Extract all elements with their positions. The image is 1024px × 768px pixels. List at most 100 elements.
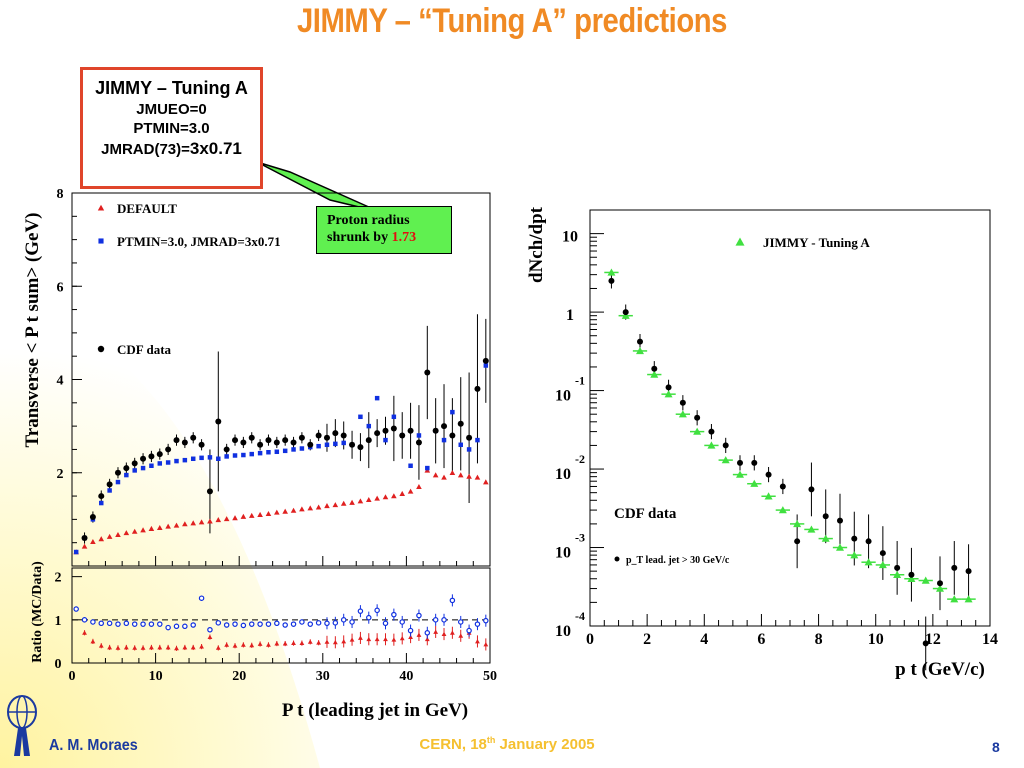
data-point (864, 558, 873, 566)
y-tick-exponent: -3 (575, 531, 585, 545)
ratio-point (240, 622, 247, 629)
ratio-point (407, 627, 414, 634)
tuning-box-title: JIMMY – Tuning A (95, 78, 248, 98)
data-point (482, 357, 489, 364)
right-ylabel: dNch/dpt (526, 206, 547, 283)
ratio-point (165, 645, 171, 650)
data-point (822, 513, 829, 520)
y-tick-label: 4 (57, 374, 64, 389)
data-point (206, 488, 213, 495)
x-tick-label: 10 (868, 631, 884, 648)
data-point (165, 446, 172, 453)
data-point (266, 449, 271, 455)
x-tick-label: 40 (399, 669, 413, 684)
data-point (851, 535, 858, 542)
data-point (298, 434, 305, 441)
left-bottom-ylabel: Ratio (MC/Data) (30, 561, 45, 663)
data-point (299, 446, 305, 451)
y-tick-label: 1 (566, 307, 574, 324)
data-point (457, 420, 464, 427)
data-point (390, 425, 397, 432)
data-point (483, 363, 489, 368)
data-point (140, 465, 146, 471)
data-point (316, 443, 321, 449)
legend-marker (735, 237, 745, 246)
ratio-point (257, 621, 263, 627)
ratio-point (240, 642, 246, 647)
data-point (399, 432, 406, 439)
ratio-point (466, 627, 472, 634)
footer-venue-text: CERN, 18 (419, 736, 487, 753)
data-point (764, 492, 773, 500)
data-point (165, 460, 171, 465)
annotation-cdf: CDF data (614, 506, 677, 522)
ratio-point (248, 621, 255, 627)
data-point (324, 503, 330, 509)
x-tick-label: 20 (232, 669, 246, 684)
y-tick-exponent: -1 (575, 374, 585, 388)
data-point (224, 454, 229, 459)
data-point (341, 440, 346, 446)
annotation-cut: p_T lead. jet > 30 GeV/c (626, 555, 730, 566)
data-point (156, 524, 163, 531)
data-point (836, 543, 844, 551)
data-point (374, 430, 381, 437)
ratio-point (198, 595, 205, 601)
y-tick-label: 6 (57, 280, 64, 295)
left-xlabel: P t (leading jet in GeV) (282, 700, 468, 721)
y-tick-exponent: -2 (575, 452, 585, 466)
data-point (779, 483, 786, 490)
callout-arrow (256, 161, 381, 213)
y-tick-label: 10 (555, 623, 571, 640)
data-point (349, 441, 356, 448)
data-point (324, 442, 330, 448)
legend-marker (98, 238, 104, 244)
ratio-point (324, 639, 330, 644)
data-point (850, 551, 859, 559)
ratio-point (366, 614, 372, 621)
data-point (751, 459, 758, 466)
ratio-point (98, 620, 105, 627)
data-point (382, 494, 389, 500)
data-point (340, 432, 347, 439)
data-point (98, 536, 105, 542)
ratio-point (299, 619, 305, 625)
data-point (274, 509, 280, 515)
tuning-box-line1: JMUEO=0 (136, 101, 207, 118)
legend-label: DEFAULT (117, 201, 177, 216)
ratio-point (215, 645, 221, 650)
data-point (106, 481, 113, 488)
y-tick-label: 0 (55, 657, 62, 672)
data-point (483, 479, 489, 485)
data-point (894, 564, 901, 571)
data-point (340, 500, 347, 506)
ratio-point (483, 617, 489, 624)
data-point (157, 461, 163, 466)
data-point (750, 479, 759, 487)
data-point (441, 423, 448, 430)
ratio-point (399, 635, 405, 641)
ratio-point (131, 621, 138, 627)
ratio-point (266, 642, 271, 647)
axis-labels: Transverse < P t sum> (GeV) Ratio (MC/Dat… (22, 206, 985, 721)
data-point (182, 521, 188, 527)
data-point (257, 450, 263, 456)
footer-venue: CERN, 18th January 2005 (372, 735, 642, 753)
data-point (636, 346, 644, 355)
data-point (965, 568, 972, 575)
data-point (893, 570, 902, 578)
ratio-point (449, 630, 455, 635)
data-point (241, 452, 246, 458)
ratio-point (282, 641, 288, 646)
page-number: 8 (992, 739, 1000, 755)
data-point (98, 493, 105, 500)
y-tick-label: 2 (55, 571, 62, 586)
data-point (207, 518, 213, 524)
data-point (282, 508, 288, 514)
data-point (407, 427, 414, 434)
data-point (391, 493, 397, 499)
data-point (131, 460, 138, 467)
data-point (124, 472, 129, 478)
data-point (374, 395, 380, 401)
